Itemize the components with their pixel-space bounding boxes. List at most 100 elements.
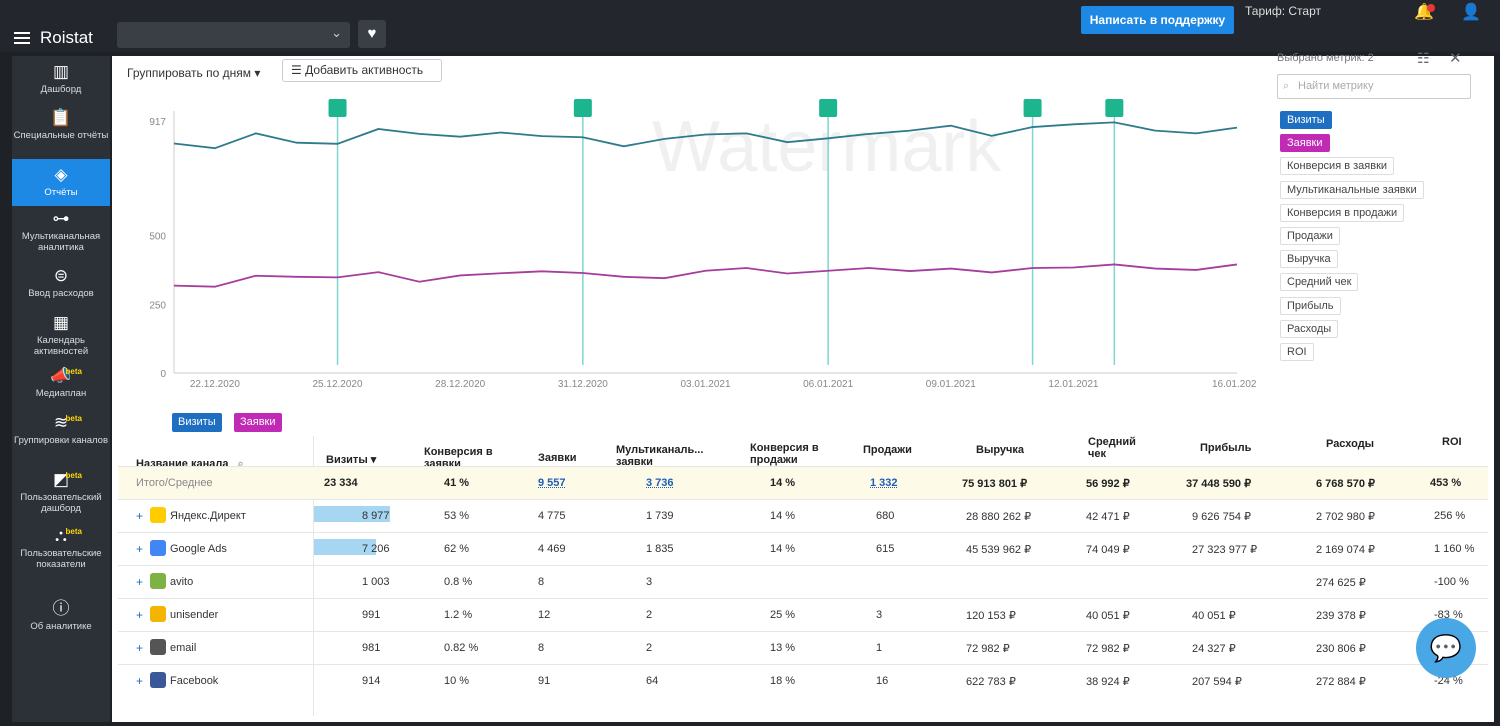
channel-logo-icon xyxy=(150,606,166,622)
cell-roi: -100 % xyxy=(1434,576,1469,588)
table-row[interactable]: + unisender 991 1.2 % 12 2 25 % 3 120 153 ₽ 40 05… xyxy=(118,598,1488,631)
sidebar-item-custom-dashboard[interactable]: beta ◩ Пользовательский дашборд xyxy=(12,470,110,520)
expand-icon[interactable]: + xyxy=(136,608,144,622)
header-revenue[interactable]: Выручка xyxy=(976,444,1025,456)
cell-visits: 7 206 xyxy=(362,543,390,555)
legend-leads[interactable]: Заявки xyxy=(234,413,282,432)
group-by-dropdown[interactable]: Группировать по дням ▾ xyxy=(127,66,260,80)
expand-icon[interactable]: + xyxy=(136,542,144,556)
channel-logo-icon xyxy=(150,639,166,655)
table-row[interactable]: + email 981 0.82 % 8 2 13 % 1 72 982 ₽ 72 982 ₽ 24… xyxy=(118,631,1488,664)
x-tick-label: 25.12.2020 xyxy=(313,379,363,390)
sidebar-item-special-reports[interactable]: 📋 Специальные отчёты xyxy=(12,108,110,158)
metric-chip[interactable]: Конверсия в продажи xyxy=(1280,203,1405,222)
total-roi: 453 % xyxy=(1430,477,1462,489)
sidebar-item-calendar[interactable]: ▦ Календарь активностей xyxy=(12,313,110,363)
total-profit: 37 448 590 ₽ xyxy=(1186,478,1252,490)
activity-marker-icon[interactable] xyxy=(1023,99,1042,117)
favorite-button[interactable]: ♥ xyxy=(358,20,386,48)
search-icon[interactable]: ⌕ xyxy=(237,458,244,470)
sidebar-item-multichannel[interactable]: ⊶ Мультиканальная аналитика xyxy=(12,209,110,259)
sidebar-item-dashboard[interactable]: ▥ Дашборд xyxy=(12,62,110,106)
header-roi[interactable]: ROI xyxy=(1442,436,1462,448)
sidebar-item-reports[interactable]: ◈ Отчёты xyxy=(12,159,110,206)
x-tick-label: 28.12.2020 xyxy=(435,379,485,390)
activity-marker-icon[interactable] xyxy=(1105,99,1124,117)
metric-chip[interactable]: Заявки xyxy=(1280,134,1330,153)
sidebar-item-label: Об аналитике xyxy=(30,621,92,632)
metric-chip[interactable]: Выручка xyxy=(1280,250,1338,269)
header-sales[interactable]: Продажи xyxy=(863,444,912,456)
sidebar-item-label: Ввод расходов xyxy=(28,288,94,299)
table-row[interactable]: + Facebook 914 10 % 91 64 18 % 16 622 783 ₽ 38 92… xyxy=(118,664,1488,697)
logo-text: Roistat xyxy=(40,28,93,47)
cell-revenue: 72 982 ₽ xyxy=(966,643,1010,655)
total-leads[interactable]: 9 557 xyxy=(538,477,566,489)
sidebar-item-channel-groups[interactable]: beta ≋ Группировки каналов xyxy=(12,413,110,463)
channel-name[interactable]: email xyxy=(170,642,197,654)
table-row[interactable]: + Google Ads 7 206 62 % 4 469 1 835 14 % 615 45 … xyxy=(118,532,1488,565)
sidebar-item-label: Пользовательские показатели xyxy=(20,548,102,570)
cell-visits: 981 xyxy=(362,642,381,654)
bell-icon[interactable]: 🔔 xyxy=(1414,4,1435,21)
sidebar-item-custom-metrics[interactable]: beta ⛬ Пользовательские показатели xyxy=(12,526,110,576)
metric-chip[interactable]: Прибыль xyxy=(1280,296,1341,315)
activity-marker-icon[interactable] xyxy=(328,99,347,117)
list-settings-icon[interactable]: ☷ xyxy=(1417,50,1430,66)
channel-name[interactable]: Яндекс.Директ xyxy=(170,510,246,522)
cell-visits: 991 xyxy=(362,609,381,621)
header-leads[interactable]: Заявки xyxy=(538,452,577,464)
metric-chip[interactable]: Конверсия в заявки xyxy=(1280,157,1395,176)
expand-icon[interactable]: + xyxy=(136,674,144,688)
metrics-search-input[interactable]: ⌕ Найти метрику xyxy=(1277,74,1471,99)
tariff-label[interactable]: Тариф: Старт xyxy=(1245,4,1321,18)
legend-visits[interactable]: Визиты xyxy=(172,413,222,432)
cell-visits: 1 003 xyxy=(362,576,390,588)
header-profit[interactable]: Прибыль xyxy=(1200,442,1252,454)
header-multi-leads[interactable]: Мультиканаль... заявки xyxy=(616,444,704,468)
activity-marker-icon[interactable] xyxy=(819,99,838,117)
expand-icon[interactable]: + xyxy=(136,575,144,589)
metric-chip[interactable]: Средний чек xyxy=(1280,273,1359,292)
header-costs[interactable]: Расходы xyxy=(1326,438,1375,450)
table-row[interactable]: + avito 1 003 0.8 % 8 3 274 625 ₽ -100 % xyxy=(118,565,1488,598)
visits-bar xyxy=(314,506,390,522)
cell-conv-sales: 14 % xyxy=(770,510,796,522)
expand-icon[interactable]: + xyxy=(136,509,144,523)
channel-name[interactable]: Facebook xyxy=(170,675,219,687)
cell-profit: 207 594 ₽ xyxy=(1192,676,1242,688)
metric-chip[interactable]: ROI xyxy=(1280,343,1314,361)
cell-revenue: 622 783 ₽ xyxy=(966,676,1016,688)
expand-icon[interactable]: + xyxy=(136,641,144,655)
channel-name[interactable]: Google Ads xyxy=(170,543,227,555)
cell-visits: 8 977 xyxy=(362,510,390,522)
chat-bubble-button[interactable]: 💬 xyxy=(1416,618,1476,678)
sidebar-item-mediaplan[interactable]: beta 📣 Медиаплан xyxy=(12,366,110,410)
sidebar-item-costs-input[interactable]: ⊜ Ввод расходов xyxy=(12,266,110,310)
metric-chip[interactable]: Визиты xyxy=(1280,111,1332,129)
close-icon[interactable]: ✕ xyxy=(1449,50,1462,67)
table-row[interactable]: + Яндекс.Директ 8 977 53 % 4 775 1 739 14 % 680… xyxy=(118,499,1488,532)
header-visits[interactable]: Визиты ▾ xyxy=(326,454,376,466)
total-sales[interactable]: 1 332 xyxy=(870,477,898,489)
total-multi-leads[interactable]: 3 736 xyxy=(646,477,674,489)
channel-name[interactable]: unisender xyxy=(170,609,219,621)
logo[interactable]: Roistat xyxy=(14,28,93,48)
sidebar-item-about[interactable]: ⓘ Об аналитике xyxy=(12,599,110,639)
menu-icon[interactable] xyxy=(14,32,30,44)
header-avg-check[interactable]: Средний чек xyxy=(1088,436,1136,460)
channel-name[interactable]: avito xyxy=(170,576,194,588)
support-button[interactable]: Написать в поддержку xyxy=(1081,6,1234,34)
cell-profit: 24 327 ₽ xyxy=(1192,643,1236,655)
metric-chip[interactable]: Расходы xyxy=(1280,319,1339,338)
add-activity-button[interactable]: ☰ Добавить активность xyxy=(282,59,442,82)
header-conv-sales[interactable]: Конверсия в продажи xyxy=(750,442,819,466)
cell-sales: 1 xyxy=(876,642,883,654)
user-icon[interactable]: 👤 xyxy=(1461,4,1481,21)
metric-chip[interactable]: Продажи xyxy=(1280,227,1340,245)
activity-marker-icon[interactable] xyxy=(573,99,592,117)
metric-chip[interactable]: Мультиканальные заявки xyxy=(1280,180,1424,199)
cell-conv-sales: 25 % xyxy=(770,609,796,621)
notification-dot xyxy=(1427,4,1435,12)
project-select[interactable]: ⌄ xyxy=(117,22,350,48)
